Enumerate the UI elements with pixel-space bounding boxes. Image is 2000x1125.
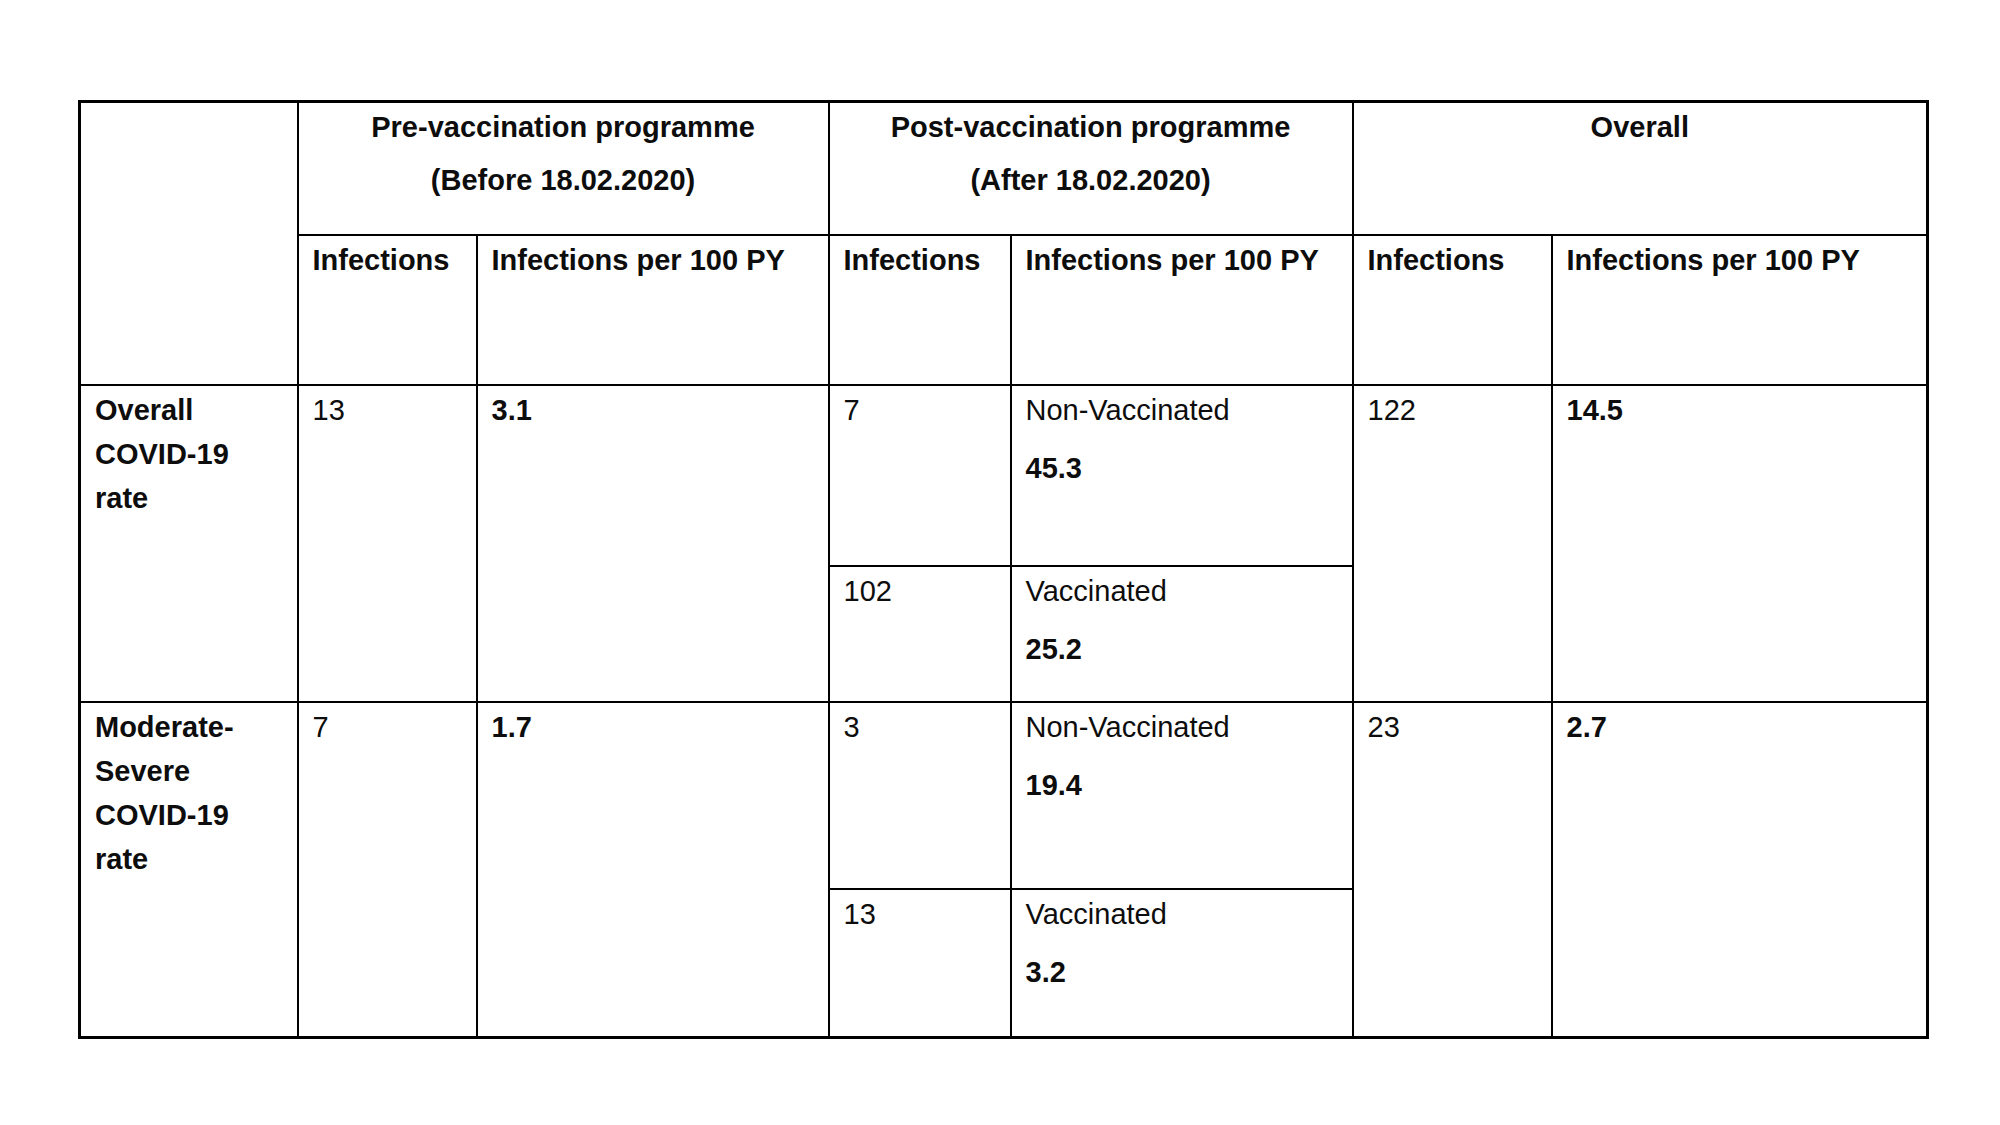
vaccination-group-rate: 3.2: [1026, 950, 1338, 994]
group-header-post-line1: Post-vaccination programme: [844, 105, 1338, 149]
sub-header-post-infections: Infections: [829, 235, 1011, 385]
group-header-overall: Overall: [1353, 102, 1928, 235]
sub-header-pre-infections: Infections: [298, 235, 477, 385]
vaccination-group-label: Vaccinated: [1026, 892, 1338, 936]
cell-overall-rate-post-nonvacc-rate: Non-Vaccinated 45.3: [1011, 385, 1353, 566]
sub-header-overall-infections-per-100py: Infections per 100 PY: [1552, 235, 1928, 385]
cell-modsev-rate-pre-infections: 7: [298, 702, 477, 1038]
vaccination-group-rate: 25.2: [1026, 627, 1338, 671]
cell-modsev-rate-pre-rate: 1.7: [477, 702, 829, 1038]
covid-rates-table: Pre-vaccination programme (Before 18.02.…: [78, 100, 1929, 1039]
group-header-pre-line1: Pre-vaccination programme: [313, 105, 814, 149]
cell-modsev-rate-overall-rate: 2.7: [1552, 702, 1928, 1038]
sub-header-overall-infections: Infections: [1353, 235, 1552, 385]
vaccination-group-label: Vaccinated: [1026, 569, 1338, 613]
cell-overall-rate-pre-rate: 3.1: [477, 385, 829, 702]
sub-header-pre-infections-per-100py: Infections per 100 PY: [477, 235, 829, 385]
vaccination-group-label: Non-Vaccinated: [1026, 705, 1338, 749]
cell-overall-rate-post-vacc-rate: Vaccinated 25.2: [1011, 566, 1353, 702]
sub-header-post-infections-per-100py: Infections per 100 PY: [1011, 235, 1353, 385]
cell-overall-rate-post-nonvacc-infections: 7: [829, 385, 1011, 566]
group-header-overall-line1: Overall: [1368, 105, 1913, 149]
cell-modsev-rate-post-vacc-rate: Vaccinated 3.2: [1011, 889, 1353, 1038]
cell-modsev-rate-post-nonvacc-rate: Non-Vaccinated 19.4: [1011, 702, 1353, 889]
group-header-pre-line2: (Before 18.02.2020): [313, 158, 814, 202]
cell-overall-rate-overall-rate: 14.5: [1552, 385, 1928, 702]
vaccination-group-label: Non-Vaccinated: [1026, 388, 1338, 432]
corner-cell: [80, 102, 298, 385]
cell-modsev-rate-overall-infections: 23: [1353, 702, 1552, 1038]
row-label-moderate-severe-covid19-rate: Moderate- Severe COVID-19 rate: [80, 702, 298, 1038]
row-label-overall-covid19-rate: Overall COVID-19 rate: [80, 385, 298, 702]
group-header-post-vaccination: Post-vaccination programme (After 18.02.…: [829, 102, 1353, 235]
table-row: Overall COVID-19 rate 13 3.1 7 Non-Vacci…: [80, 385, 1928, 566]
table-row: Moderate- Severe COVID-19 rate 7 1.7 3 N…: [80, 702, 1928, 889]
page: Pre-vaccination programme (Before 18.02.…: [0, 0, 2000, 1125]
group-header-pre-vaccination: Pre-vaccination programme (Before 18.02.…: [298, 102, 829, 235]
vaccination-group-rate: 45.3: [1026, 446, 1338, 490]
vaccination-group-rate: 19.4: [1026, 763, 1338, 807]
cell-overall-rate-overall-infections: 122: [1353, 385, 1552, 702]
group-header-post-line2: (After 18.02.2020): [844, 158, 1338, 202]
cell-overall-rate-pre-infections: 13: [298, 385, 477, 702]
cell-modsev-rate-post-vacc-infections: 13: [829, 889, 1011, 1038]
cell-overall-rate-post-vacc-infections: 102: [829, 566, 1011, 702]
cell-modsev-rate-post-nonvacc-infections: 3: [829, 702, 1011, 889]
